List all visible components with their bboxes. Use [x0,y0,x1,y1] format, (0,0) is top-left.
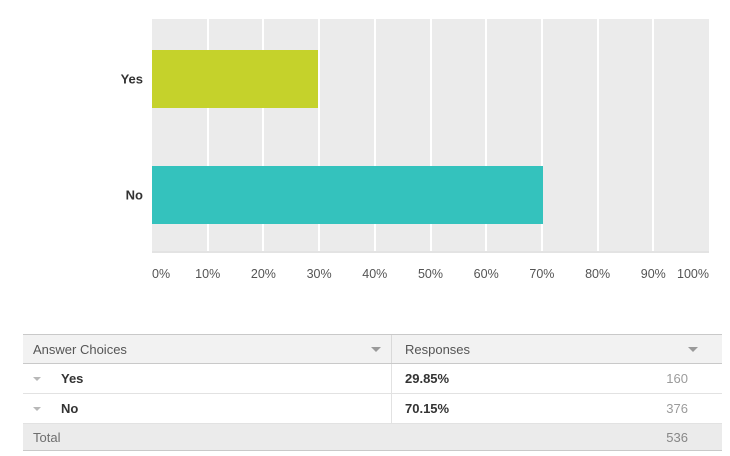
responses-cell: 70.15% 376 [392,394,722,423]
x-tick-label: 90% [640,267,666,281]
response-count: 160 [666,371,688,386]
gridline [318,19,321,251]
bar-no [152,166,543,224]
responses-header-label: Responses [405,341,471,357]
x-tick-label: 60% [473,267,499,281]
results-table: Answer Choices Responses Yes 29.85% 160 No 7… [23,334,722,451]
gridline [206,19,209,251]
total-count: 536 [666,429,688,445]
x-tick-label: 20% [250,267,276,281]
category-label-yes: Yes [120,71,143,87]
gridline [540,19,543,251]
x-tick-label: 30% [306,267,332,281]
chevron-down-icon[interactable] [33,376,41,381]
x-tick-label: 70% [529,267,555,281]
response-percent: 29.85% [405,371,450,386]
answer-choices-header[interactable]: Answer Choices [23,335,392,363]
chevron-down-icon[interactable] [33,406,41,411]
total-row: Total 536 [23,424,722,451]
x-tick-label: 40% [362,267,388,281]
gridline [652,19,655,251]
table-row-yes: Yes 29.85% 160 [23,364,722,394]
answer-choice-cell: No [23,394,392,423]
chevron-down-icon[interactable] [688,347,698,352]
total-label: Total [33,429,61,445]
gridline [485,19,488,251]
x-tick-label: 80% [585,267,611,281]
x-tick-label: 0% [152,267,171,281]
x-tick-label: 100% [677,267,709,281]
responses-header[interactable]: Responses [392,335,722,363]
table-row-no: No 70.15% 376 [23,394,722,424]
survey-bar-chart: Yes No 0% 10% 20% 30% 40% 50% 60% 70% 80% 90% 100% [120,19,709,282]
answer-choice-label: No [61,401,79,416]
answer-choice-label: Yes [61,371,84,386]
x-tick-label: 50% [417,267,444,281]
bar-yes [152,50,319,108]
table-header-row: Answer Choices Responses [23,334,722,364]
chevron-down-icon[interactable] [371,347,381,352]
answer-choices-header-label: Answer Choices [33,341,127,357]
gridline [596,19,599,251]
response-percent: 70.15% [405,401,450,416]
gridline [373,19,376,251]
x-axis: 0% 10% 20% 30% 40% 50% 60% 70% 80% 90% 100% [152,266,709,282]
gridline [429,19,432,251]
responses-cell: 29.85% 160 [392,364,722,393]
gridline [262,19,265,251]
chart-plot-area [152,19,709,253]
table-body: Yes 29.85% 160 No 70.15% 376 [23,364,722,424]
category-label-no: No [125,187,143,203]
response-count: 376 [666,401,688,416]
x-tick-label: 10% [195,267,221,281]
answer-choice-cell: Yes [23,364,392,393]
